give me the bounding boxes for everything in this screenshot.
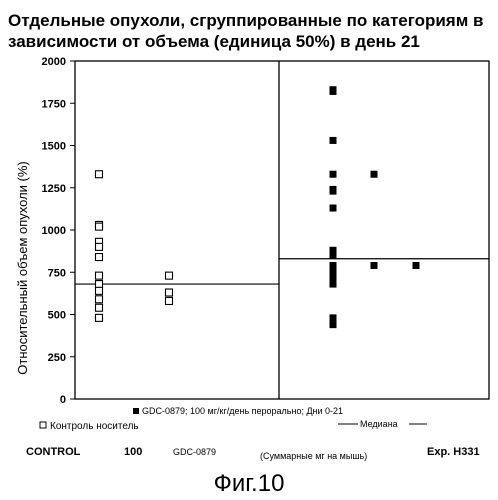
legend-filled-marker	[133, 408, 139, 414]
y-tick-label: 500	[48, 310, 66, 322]
data-point	[330, 321, 337, 328]
data-point	[96, 296, 103, 303]
data-point	[330, 314, 337, 321]
bottom-label-gdc: GDC-0879	[173, 447, 216, 457]
data-point	[330, 281, 337, 288]
plot-frame	[75, 61, 489, 399]
data-point	[96, 171, 103, 178]
data-point	[371, 262, 378, 269]
data-point	[96, 272, 103, 279]
data-point	[166, 297, 173, 304]
data-points	[96, 86, 420, 328]
y-tick-label: 1250	[42, 183, 66, 195]
bottom-note: (Суммарные мг на мышь)	[260, 451, 367, 461]
data-point	[96, 304, 103, 311]
data-point	[413, 262, 420, 269]
data-point	[330, 137, 337, 144]
legend-gdc-label: GDC-0879; 100 мг/кг/день перорально; Дни…	[142, 406, 343, 416]
data-point	[330, 88, 337, 95]
data-point	[330, 252, 337, 259]
data-point	[166, 289, 173, 296]
experiment-label: Exp. H331	[427, 446, 480, 458]
y-tick-label: 1000	[42, 225, 66, 237]
data-point	[96, 243, 103, 250]
legend-control-label: Контроль носитель	[50, 421, 139, 432]
figure-caption: Фиг.10	[0, 470, 498, 498]
bottom-label-dose: 100	[124, 446, 142, 458]
data-point	[330, 188, 337, 195]
data-point	[330, 171, 337, 178]
legend-median-label: Медиана	[360, 419, 398, 429]
data-point	[96, 254, 103, 261]
data-point	[330, 205, 337, 212]
y-tick-label: 0	[60, 394, 66, 406]
data-point	[96, 281, 103, 288]
median-lines	[75, 259, 489, 284]
bottom-label-control: CONTROL	[26, 446, 81, 458]
data-point	[96, 287, 103, 294]
legend-open-marker	[40, 422, 46, 428]
data-point	[96, 314, 103, 321]
data-point	[96, 223, 103, 230]
plot-border	[75, 61, 489, 399]
data-point	[371, 171, 378, 178]
data-point	[166, 272, 173, 279]
y-tick-label: 250	[48, 352, 66, 364]
data-point	[330, 267, 337, 274]
y-axis-label: Относительный объем опухоли (%)	[15, 161, 30, 375]
y-tick-label: 2000	[42, 56, 66, 68]
scatter-chart: 0 250 500 750 1000 1250 1500 1750 2000 Относител…	[0, 0, 498, 470]
y-tick-label: 750	[48, 267, 66, 279]
y-axis-ticks: 0 250 500 750 1000 1250 1500 1750 2000	[42, 56, 75, 406]
y-tick-label: 1750	[42, 98, 66, 110]
y-tick-label: 1500	[42, 141, 66, 153]
